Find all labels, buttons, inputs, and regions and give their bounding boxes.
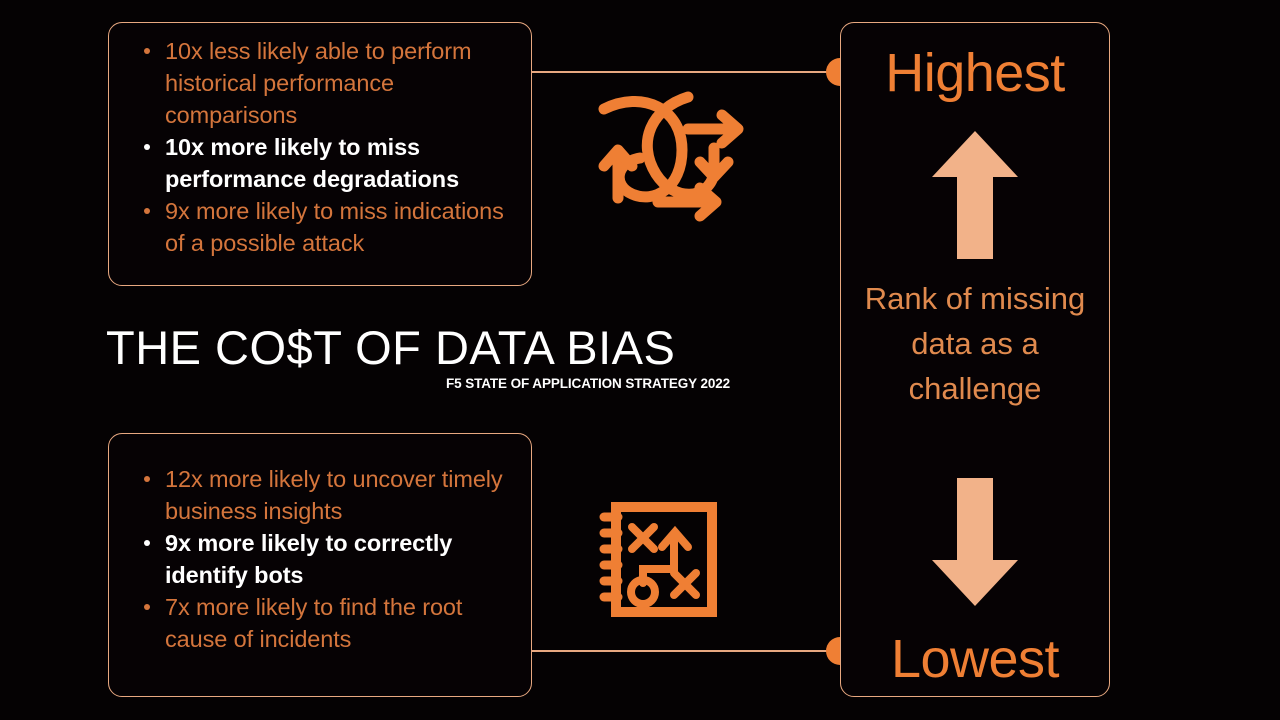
page-title: THE CO$T OF DATA BIAS	[106, 321, 676, 374]
connector-line-top	[532, 71, 844, 73]
list-item: 10x less likely able to perform historic…	[131, 35, 517, 131]
rank-caption: Rank of missing data as a challenge	[864, 281, 1086, 406]
arrow-down-icon	[932, 478, 1018, 611]
list-item: 7x more likely to find the root cause of…	[131, 591, 517, 655]
connector-line-bottom	[532, 650, 844, 652]
rank-panel: Highest Rank of missing data as a challe…	[840, 22, 1110, 697]
rank-highest-label: Highest	[885, 43, 1065, 103]
list-item: 10x more likely to miss performance degr…	[131, 131, 517, 195]
list-item: 9x more likely to correctly identify bot…	[131, 527, 517, 591]
list-item: 9x more likely to miss indications of a …	[131, 195, 517, 259]
arrow-up-icon	[932, 131, 1018, 264]
title-block: THE CO$T OF DATA BIAS F5 STATE OF APPLIC…	[106, 320, 806, 391]
rank-lowest-label: Lowest	[890, 629, 1060, 689]
stat-box-top: 10x less likely able to perform historic…	[108, 22, 532, 286]
stat-box-bottom: 12x more likely to uncover timely busine…	[108, 433, 532, 697]
bullet-list-top: 10x less likely able to perform historic…	[131, 35, 517, 259]
bullet-list-bottom: 12x more likely to uncover timely busine…	[131, 463, 517, 655]
tangled-arrows-icon	[596, 82, 756, 237]
page-subtitle: F5 STATE OF APPLICATION STRATEGY 2022	[446, 376, 731, 391]
strategy-playbook-icon	[596, 497, 721, 627]
list-item: 12x more likely to uncover timely busine…	[131, 463, 517, 527]
